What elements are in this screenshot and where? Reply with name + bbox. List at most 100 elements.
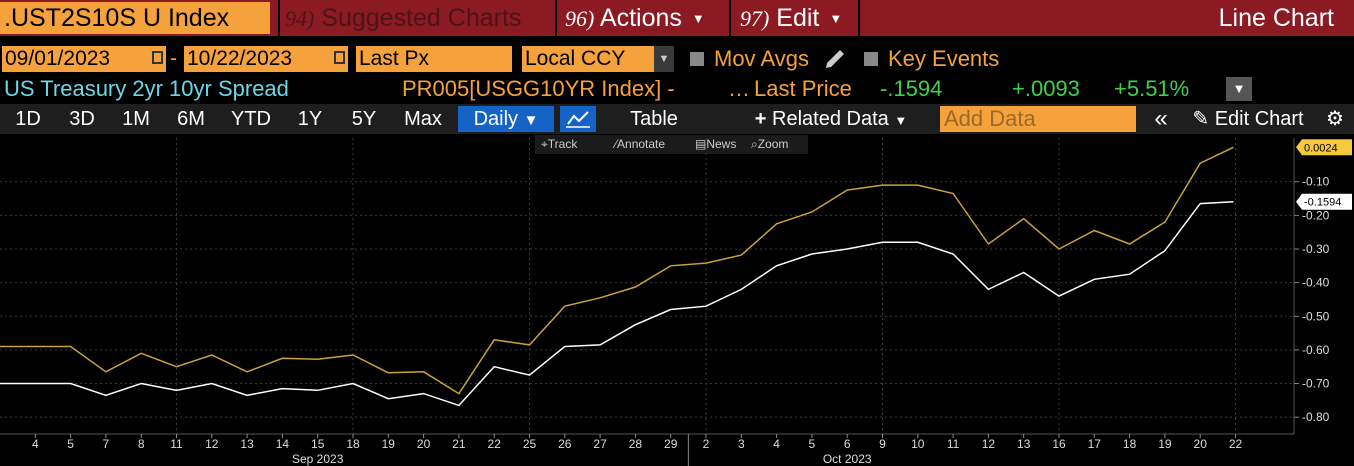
annotate-tool[interactable]: ⁄ Annotate [615,135,665,154]
frequency-select[interactable]: Daily ▼ [458,106,554,132]
collapse-chevron-icon[interactable]: « [1144,106,1178,132]
y-tick-label: -0.20 [1302,208,1330,222]
x-tick-label: 4 [773,437,780,451]
last-price-label: Last Price [754,76,852,101]
gold-last-value-tag: 0.0024 [1296,139,1352,156]
x-tick-label: 12 [982,437,996,451]
period-tab-1d[interactable]: 1D [2,106,54,132]
end-date-input[interactable]: 10/22/2023 [184,46,348,72]
x-tick-label: 4 [32,437,39,451]
period-tab-max[interactable]: Max [392,106,454,132]
x-tick-label: 11 [947,437,960,451]
gold-last-value-tag-text: 0.0024 [1304,142,1338,154]
start-date-input[interactable]: 09/01/2023 [2,46,166,72]
related-data-menu[interactable]: + Related Data ▼ [738,106,924,132]
calendar-icon[interactable] [152,51,163,64]
x-tick-label: 22 [488,437,502,451]
start-date-value: 09/01/2023 [5,47,111,70]
y-axis: -0.10 -0.20 -0.30 -0.40 -0.50 -0.60 -0.70 -0.80 [1294,175,1330,424]
key-events-checkbox[interactable] [864,52,878,66]
x-tick-label: 13 [1017,437,1031,451]
suggested-charts-label: Suggested Charts [321,4,522,32]
chart-series [0,146,1234,407]
caret-down-icon: ▼ [523,112,539,129]
edit-label: Edit [776,4,820,32]
x-tick-label: 11 [170,437,183,451]
suggested-charts-button[interactable]: 94) Suggested Charts [285,0,521,36]
x-tick-label: 18 [1123,437,1137,451]
x-tick-label: 22 [1229,437,1243,451]
x-tick-label: 3 [738,437,745,451]
divider [858,0,860,36]
news-tool[interactable]: ▤ News [695,135,736,154]
calendar-icon[interactable] [334,51,345,64]
ticker-field[interactable]: .UST2S10S U Index [0,2,270,34]
period-tab-5y[interactable]: 5Y [338,106,390,132]
caret-down-icon: ▼ [829,11,843,27]
last-price-value: -.1594 [880,76,943,101]
edit-chart-button[interactable]: ✎ Edit Chart [1182,106,1314,132]
x-tick-label: 27 [593,437,607,451]
y-tick-label: -0.80 [1302,410,1330,424]
mov-avgs-checkbox[interactable] [690,52,704,66]
period-tab-3d[interactable]: 3D [56,106,108,132]
annotate-label: Annotate [617,137,666,151]
series-line-2 [0,146,1234,395]
x-tick-label: 14 [276,437,290,451]
ellipsis: … [728,76,750,101]
white-last-value-tag: -0.1594 [1296,193,1352,210]
x-tick-label: 17 [1088,437,1102,451]
end-date-value: 10/22/2023 [187,47,293,70]
x-tick-label: 5 [809,437,816,451]
expand-dropdown-icon[interactable]: ▼ [1226,77,1252,101]
x-tick-label: 19 [1158,437,1172,451]
x-month-label: Sep 2023 [292,452,344,466]
date-separator: - [170,47,177,70]
line-chart-button[interactable] [560,106,596,132]
x-tick-label: 9 [879,437,886,451]
currency-select[interactable]: Local CCY [522,46,654,72]
x-tick-label: 25 [523,437,537,451]
chart-type-label: Line Chart [1218,4,1334,32]
price-change-pct: +5.51% [1114,76,1190,101]
divider [729,0,731,36]
period-tab-1y[interactable]: 1Y [284,106,336,132]
y-tick-label: -0.40 [1302,276,1330,290]
period-tab-1m[interactable]: 1M [110,106,162,132]
x-tick-label: 13 [240,437,254,451]
series-line-1 [0,200,1234,407]
gold-last-value-tag-bg [1296,139,1352,156]
y-tick-label: -0.10 [1302,175,1330,189]
period-tab-6m[interactable]: 6M [164,106,218,132]
caret-down-icon: ▼ [894,113,908,128]
settings-gear-icon[interactable]: ⚙ [1318,106,1352,132]
actions-menu[interactable]: 96) Actions ▼ [565,0,705,36]
y-tick-label: -0.30 [1302,242,1330,256]
period-tab-ytd[interactable]: YTD [220,106,282,132]
white-last-value-tag-bg [1296,193,1352,210]
suggested-charts-number: 94) [285,6,315,31]
pencil-icon: ✎ [1192,108,1210,130]
field-select[interactable]: Last Px [356,46,512,72]
x-tick-label: 16 [1052,437,1066,451]
y-tick-label: -0.60 [1302,343,1330,357]
currency-dropdown-icon[interactable]: ▼ [654,46,674,72]
add-data-input[interactable]: Add Data [940,106,1136,132]
zoom-tool[interactable]: ⌕ Zoom [751,135,788,154]
x-axis: 4 5 7 8 11 12 13 14 15 18 19 20 21 22 25 26 27 28 29 2 3 4 5 6 9… [32,434,1243,466]
y-tick-label: -0.70 [1302,377,1330,391]
x-month-label: Oct 2023 [823,452,872,466]
security-name: US Treasury 2yr 10yr Spread [4,76,289,101]
table-button[interactable]: Table [602,106,706,132]
track-tool[interactable]: ⌖ Track [541,135,577,154]
x-tick-label: 6 [844,437,851,451]
edit-menu[interactable]: 97) Edit ▼ [740,0,842,36]
x-tick-label: 20 [417,437,431,451]
x-tick-label: 28 [629,437,643,451]
chart-tool-strip: ⌖ Track ⁄ Annotate ▤ News ⌕ Zoom [535,135,808,154]
track-label: Track [547,137,578,151]
divider [555,0,557,36]
x-tick-label: 20 [1194,437,1208,451]
last-value-labels: 0.0024 -0.1594 [1296,139,1352,210]
